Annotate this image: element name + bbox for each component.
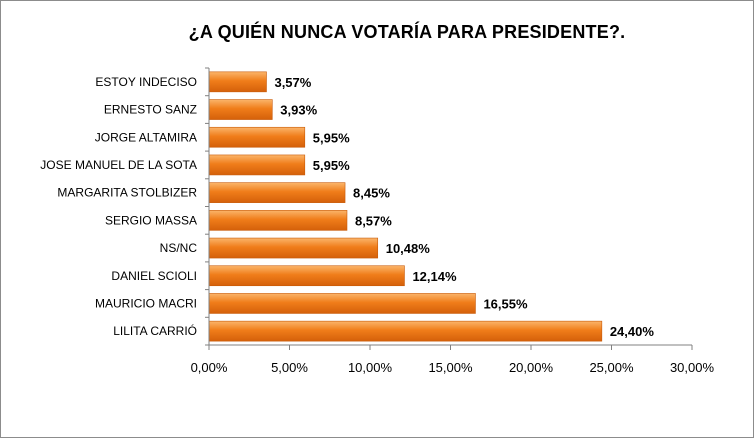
category-label: MARGARITA STOLBIZER <box>57 186 197 200</box>
x-tick-label: 30,00% <box>670 360 715 375</box>
x-tick-label: 20,00% <box>509 360 554 375</box>
bar <box>208 126 306 148</box>
x-tick-label: 0,00% <box>191 360 228 375</box>
category-label: DANIEL SCIOLI <box>111 269 197 283</box>
x-tick-label: 10,00% <box>348 360 393 375</box>
category-label: ESTOY INDECISO <box>95 75 197 89</box>
category-label: SERGIO MASSA <box>105 213 197 227</box>
bar <box>208 293 476 314</box>
bar <box>208 265 405 287</box>
value-label: 10,48% <box>386 241 431 256</box>
value-label: 5,95% <box>313 158 350 173</box>
value-label: 8,57% <box>355 213 392 228</box>
bar <box>208 237 379 259</box>
category-label: JOSE MANUEL DE LA SOTA <box>40 158 197 172</box>
value-label: 5,95% <box>313 130 350 145</box>
bar <box>208 154 306 176</box>
chart-title: ¿A QUIÉN NUNCA VOTARÍA PARA PRESIDENTE?. <box>188 22 626 42</box>
value-label: 3,57% <box>274 75 311 90</box>
value-label: 3,93% <box>280 103 317 118</box>
value-label: 16,55% <box>483 296 528 311</box>
bar <box>208 210 348 231</box>
category-label: ERNESTO SANZ <box>104 103 197 117</box>
value-label: 12,14% <box>412 269 457 284</box>
bar <box>208 320 603 342</box>
category-label: NS/NC <box>160 241 198 255</box>
x-tick-label: 5,00% <box>271 360 308 375</box>
bar <box>208 99 273 120</box>
value-label: 8,45% <box>353 186 390 201</box>
x-tick-label: 15,00% <box>428 360 473 375</box>
category-label: LILITA CARRIÓ <box>113 323 197 338</box>
bar <box>208 182 346 203</box>
x-tick-label: 25,00% <box>589 360 634 375</box>
category-label: JORGE ALTAMIRA <box>95 130 197 144</box>
value-label: 24,40% <box>610 324 655 339</box>
bar <box>208 71 267 93</box>
category-label: MAURICIO MACRI <box>95 296 197 310</box>
